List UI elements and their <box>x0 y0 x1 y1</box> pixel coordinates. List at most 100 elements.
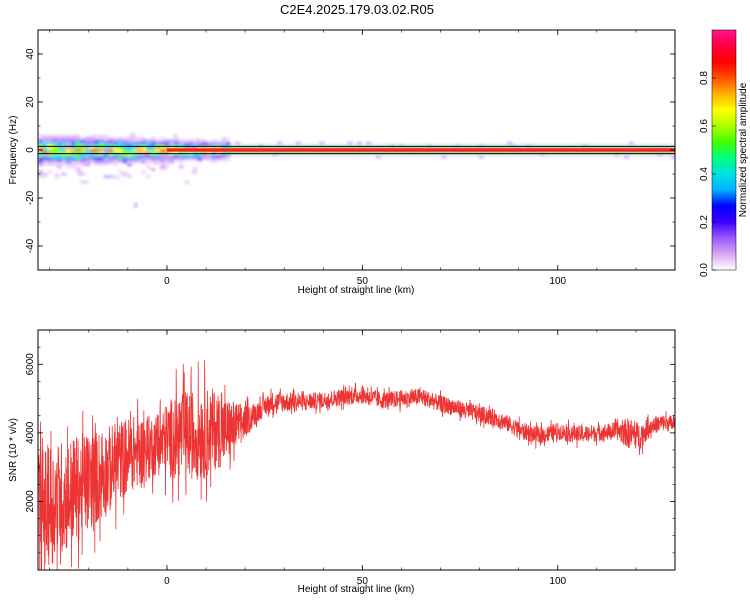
spectrogram-cell <box>84 139 90 142</box>
spectrogram-cell <box>244 144 250 147</box>
spectrogram-cell <box>141 156 147 159</box>
spectrogram-cell <box>455 146 461 150</box>
spectrogram-cell <box>47 153 53 157</box>
spectrogram-cell <box>188 139 194 142</box>
spectrogram-cell <box>624 146 630 150</box>
spectrogram-cell <box>291 151 297 154</box>
spectrogram-cell <box>394 151 400 154</box>
spectrogram-cell <box>577 151 583 154</box>
spectrogram-cell <box>117 153 123 157</box>
spectrogram-cell <box>150 168 156 171</box>
spectrogram-cell <box>319 153 325 157</box>
spectrogram-cell <box>98 136 105 140</box>
spectrogram-cell <box>225 146 231 150</box>
spectrogram-cell <box>94 134 100 138</box>
spectrogram-speckle <box>221 136 230 141</box>
spectrogram-cell <box>295 144 302 147</box>
spectrogram-cell <box>98 141 105 145</box>
spectrogram-cell <box>108 156 114 159</box>
spectrogram-cell <box>263 146 269 150</box>
spectrogram-cell <box>544 144 550 147</box>
spectrogram-cell <box>258 153 264 157</box>
spectrogram-cell <box>173 139 180 142</box>
spectrogram-cell <box>460 153 466 157</box>
spectrogram-y-tick-label: 0 <box>25 147 36 153</box>
spectrogram-cell <box>42 148 48 152</box>
spectrogram-cell <box>75 139 81 142</box>
spectrogram-cell <box>431 153 438 157</box>
spectrogram-cell <box>417 151 423 154</box>
spectrogram-cell <box>197 158 203 162</box>
spectrogram-cell <box>460 146 466 150</box>
spectrogram-cell <box>206 158 212 162</box>
spectrogram-cell <box>122 158 128 162</box>
spectrogram-cell <box>614 151 620 154</box>
spectrogram-cell <box>460 144 466 147</box>
spectrogram-cell <box>145 151 151 154</box>
spectrogram-cell <box>216 153 222 157</box>
spectrogram-cell <box>488 146 494 150</box>
spectrogram-cell <box>113 146 119 150</box>
spectrogram-cell <box>521 153 527 157</box>
spectrogram-cell <box>253 153 259 157</box>
spectrogram-cell <box>216 144 222 147</box>
colorbar-ticks: 0.0 0.2 0.4 0.6 0.8 <box>699 71 716 277</box>
spectrogram-cell <box>47 134 53 138</box>
spectrogram-cell <box>436 151 442 154</box>
spectrogram-cell <box>319 144 325 147</box>
spectrogram-cell <box>103 139 109 142</box>
spectrogram-cell <box>563 153 569 157</box>
spectrogram-cell <box>666 151 672 154</box>
spectrogram-speckle <box>120 171 130 177</box>
spectrogram-cell <box>342 153 348 157</box>
spectrogram-cell <box>136 156 142 159</box>
spectrogram-cell <box>94 160 100 164</box>
spectrogram-cell <box>506 141 513 145</box>
spectrogram-cell <box>347 151 353 154</box>
spectrogram-cell <box>98 148 105 152</box>
spectrogram-cell <box>661 144 667 147</box>
spectrogram-cell <box>52 136 58 140</box>
spectrogram-cell <box>136 144 142 147</box>
spectrogram-cell <box>628 153 634 157</box>
spectrogram-cell <box>572 153 578 157</box>
spectrogram-cell <box>56 151 62 154</box>
spectrogram-speckle <box>82 160 92 167</box>
spectrogram-cell <box>464 146 470 150</box>
spectrogram-cell <box>80 136 86 140</box>
spectrogram-cell <box>460 151 466 154</box>
spectrogram-cell <box>474 144 480 147</box>
spectrogram-cell <box>385 146 391 150</box>
spectrogram-cell <box>178 151 184 154</box>
spectrogram-cell <box>530 146 536 150</box>
spectrogram-cell <box>75 151 81 154</box>
spectrogram-cell <box>244 146 250 150</box>
spectrogram-cell <box>192 153 198 157</box>
spectrogram-cell <box>75 141 81 145</box>
spectrogram-cell <box>183 158 189 162</box>
spectrogram-speckle <box>165 141 176 146</box>
spectrogram-cell <box>628 151 634 154</box>
spectrogram-cell <box>66 156 72 159</box>
spectrogram-cell <box>356 141 362 145</box>
spectrogram-cell <box>150 144 156 147</box>
spectrogram-cell <box>502 151 508 154</box>
spectrogram-cell <box>333 153 339 157</box>
spectrogram-cell <box>539 153 545 157</box>
spectrogram-cell <box>272 153 278 157</box>
spectrogram-cell <box>511 153 517 157</box>
spectrogram-cell <box>591 151 597 154</box>
spectrogram-cell <box>267 151 273 154</box>
spectrogram-cell <box>211 153 217 157</box>
spectrogram-cell <box>525 153 531 157</box>
spectrogram-cell <box>366 146 372 150</box>
spectrogram-cell <box>155 148 161 152</box>
spectrogram-cell <box>56 156 62 159</box>
spectrogram-outlier <box>133 202 138 209</box>
spectrogram-cell <box>431 151 438 154</box>
snr-panel: 0 50 100 2000 4000 6000 Height of straight l… <box>8 329 676 595</box>
spectrogram-cell <box>614 153 620 157</box>
spectrogram-cell <box>66 163 72 166</box>
spectrogram-speckle <box>105 147 114 151</box>
spectrogram-cell <box>436 153 442 157</box>
